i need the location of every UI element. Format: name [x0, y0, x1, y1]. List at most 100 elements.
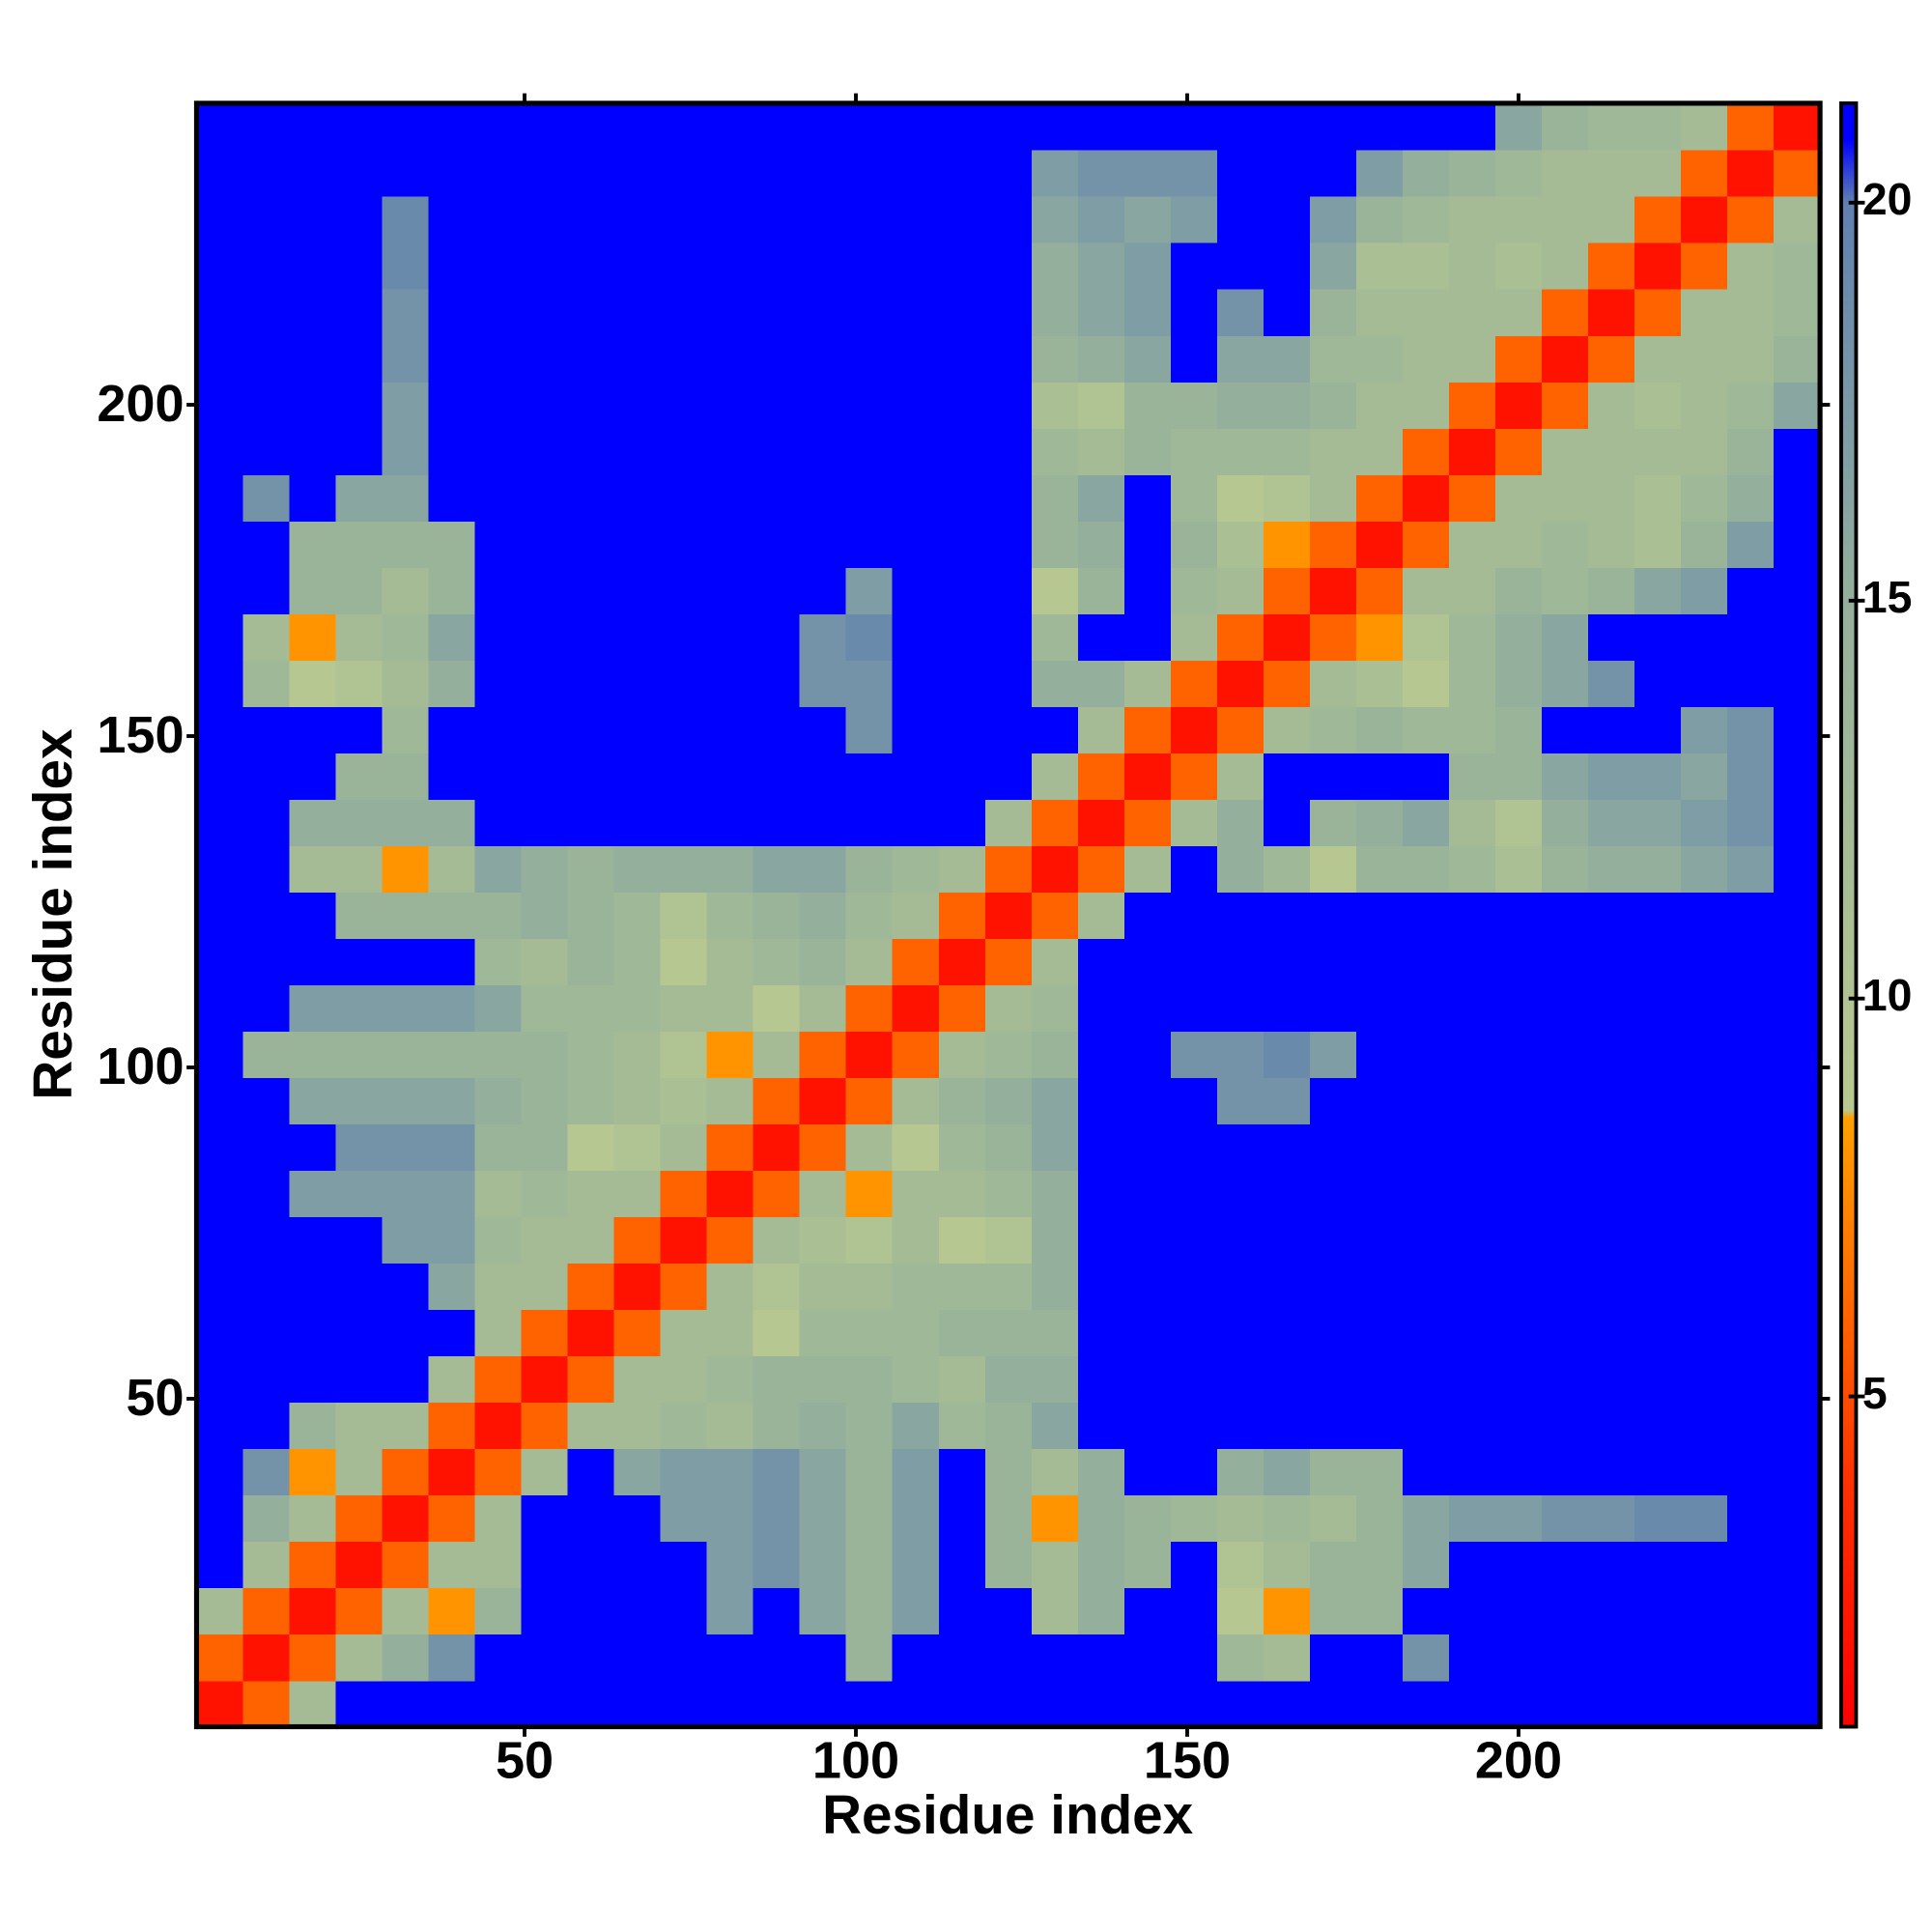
heatmap-cell	[613, 381, 662, 429]
heatmap-cell	[1448, 1216, 1496, 1264]
heatmap-cell	[1448, 1355, 1496, 1404]
heatmap-cell	[196, 1123, 244, 1172]
heatmap-cell	[474, 660, 523, 707]
heatmap-cell	[1634, 799, 1682, 846]
heatmap-cell	[335, 706, 384, 753]
heatmap-cell	[984, 288, 1033, 336]
heatmap-cell	[1031, 1402, 1079, 1450]
heatmap-cell	[1309, 660, 1357, 707]
heatmap-cell	[474, 1541, 523, 1589]
heatmap-cell	[1448, 474, 1496, 522]
heatmap-cell	[196, 428, 244, 475]
heatmap-cell	[382, 706, 430, 753]
heatmap-cell	[1123, 521, 1172, 568]
heatmap-cell	[799, 1680, 847, 1728]
heatmap-cell	[892, 706, 940, 753]
heatmap-cell	[289, 613, 337, 661]
heatmap-cell	[567, 1216, 615, 1264]
heatmap-cell	[1170, 1123, 1218, 1172]
heatmap-cell	[984, 1448, 1033, 1496]
heatmap-cell	[1681, 288, 1728, 336]
heatmap-cell	[1077, 660, 1125, 707]
heatmap-cell	[1541, 1587, 1589, 1635]
heatmap-cell	[1355, 753, 1404, 800]
heatmap-cell	[196, 1494, 244, 1543]
heatmap-cell	[1448, 660, 1496, 707]
heatmap-cell	[1448, 1123, 1496, 1172]
heatmap-cell	[1263, 1309, 1311, 1357]
heatmap-cell	[567, 102, 615, 151]
heatmap-cell	[938, 1634, 986, 1682]
heatmap-cell	[892, 660, 940, 707]
heatmap-cell	[706, 799, 754, 846]
heatmap-cell	[289, 1031, 337, 1079]
heatmap-cell	[289, 1448, 337, 1496]
heatmap-cell	[1170, 1634, 1218, 1682]
heatmap-cell	[335, 1355, 384, 1404]
heatmap-cell	[1263, 1355, 1311, 1404]
heatmap-cell	[1774, 706, 1821, 753]
heatmap-cell	[753, 1448, 801, 1496]
heatmap-cell	[892, 1587, 940, 1635]
heatmap-cell	[1170, 845, 1218, 893]
heatmap-cell	[1634, 1355, 1682, 1404]
heatmap-cell	[613, 753, 662, 800]
heatmap-cell	[242, 1263, 291, 1311]
heatmap-cell	[753, 660, 801, 707]
heatmap-cell	[799, 1031, 847, 1079]
heatmap-cell	[382, 428, 430, 475]
heatmap-cell	[335, 1634, 384, 1682]
heatmap-cell	[753, 149, 801, 197]
heatmap-cell	[1727, 149, 1775, 197]
heatmap-cell	[567, 428, 615, 475]
heatmap-cell	[474, 1123, 523, 1172]
heatmap-cell	[1123, 334, 1172, 383]
heatmap-cell	[799, 242, 847, 290]
heatmap-cell	[1681, 1355, 1728, 1404]
heatmap-cell	[892, 381, 940, 429]
heatmap-cell	[1123, 1448, 1172, 1496]
heatmap-cell	[196, 1355, 244, 1404]
heatmap-cell	[892, 567, 940, 614]
heatmap-cell	[1727, 334, 1775, 383]
heatmap-cell	[1077, 381, 1125, 429]
heatmap-cell	[706, 474, 754, 522]
heatmap-cell	[845, 984, 894, 1033]
heatmap-cell	[1681, 195, 1728, 243]
heatmap-cell	[845, 242, 894, 290]
heatmap-cell	[938, 660, 986, 707]
heatmap-cell	[706, 845, 754, 893]
heatmap-cell	[1634, 567, 1682, 614]
heatmap-cell	[1402, 1263, 1450, 1311]
heatmap-cell	[660, 1309, 708, 1357]
heatmap-cell	[1031, 845, 1079, 893]
heatmap-cell	[1634, 613, 1682, 661]
heatmap-cell	[799, 288, 847, 336]
heatmap-cell	[1031, 1355, 1079, 1404]
heatmap-cell	[799, 149, 847, 197]
heatmap-cell	[1263, 1123, 1311, 1172]
heatmap-cell	[335, 1216, 384, 1264]
heatmap-cell	[1355, 381, 1404, 429]
heatmap-cell	[1541, 660, 1589, 707]
heatmap-cell	[242, 288, 291, 336]
heatmap-cell	[799, 1541, 847, 1589]
heatmap-cell	[1494, 242, 1543, 290]
heatmap-cell	[474, 1216, 523, 1264]
heatmap-cell	[567, 149, 615, 197]
heatmap-cell	[845, 613, 894, 661]
heatmap-cell	[1588, 428, 1635, 475]
heatmap-cell	[335, 1494, 384, 1543]
heatmap-cell	[1494, 753, 1543, 800]
heatmap-cell	[428, 706, 476, 753]
heatmap-cell	[1774, 149, 1821, 197]
heatmap-cell	[1031, 1680, 1079, 1728]
heatmap-cell	[1170, 102, 1218, 151]
heatmap-cell	[845, 474, 894, 522]
heatmap-cell	[753, 288, 801, 336]
heatmap-cell	[521, 1541, 569, 1589]
heatmap-cell	[1123, 1634, 1172, 1682]
heatmap-cell	[706, 1541, 754, 1589]
heatmap-cell	[474, 288, 523, 336]
heatmap-cell	[428, 381, 476, 429]
